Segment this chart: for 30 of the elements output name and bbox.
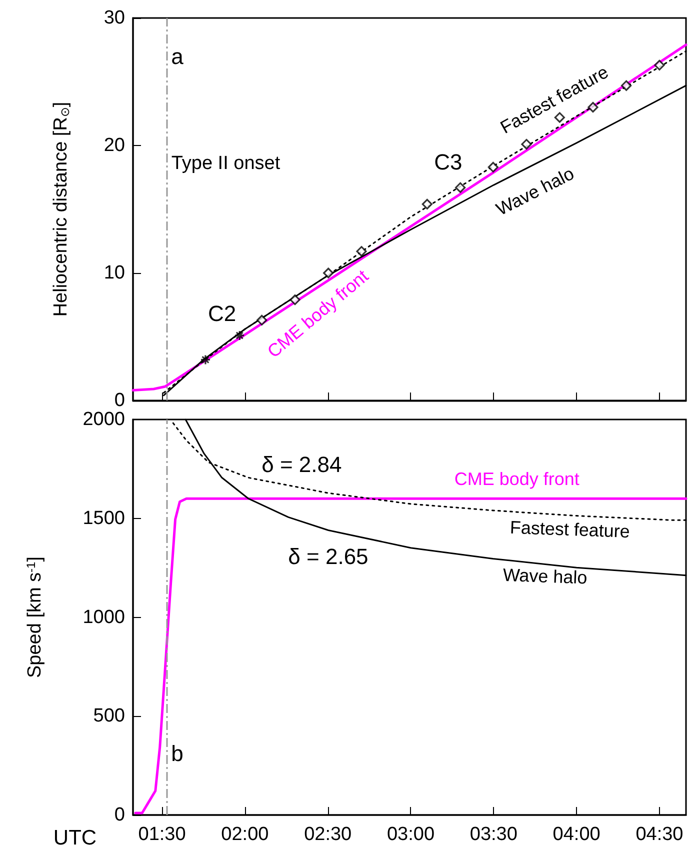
y-tick-label: 500 [93, 706, 125, 727]
x-tick-label: 02:30 [304, 824, 352, 845]
series-label: Wave halo [502, 564, 588, 588]
x-tick-label: 01:30 [138, 824, 186, 845]
text: Wave halo [493, 163, 578, 220]
series-label: Fastest feature [510, 517, 630, 542]
annotation: δ = 2.84 [262, 452, 342, 478]
y-tick-label: 20 [104, 135, 125, 156]
y-tick-label: 0 [114, 804, 125, 826]
annotation: C2 [208, 301, 236, 326]
y-tick-label: 1500 [82, 508, 125, 529]
y-tick-label: 0 [114, 390, 125, 411]
x-tick-label: 04:00 [552, 824, 600, 845]
y-axis-title: Heliocentric distance [R⊙] [50, 102, 72, 317]
x-tick-label: 03:30 [470, 824, 518, 845]
y-axis-title: Speed [km s-1] [24, 556, 46, 678]
annotation: a [171, 44, 184, 69]
x-tick-label: 03:00 [386, 824, 435, 845]
y-tick-label: 1000 [82, 606, 125, 628]
x-axis-title: UTC [53, 826, 97, 850]
annotation: C3 [434, 150, 462, 175]
x-tick-label: 04:30 [636, 824, 684, 845]
y-tick-label: 30 [104, 8, 125, 28]
y-tick-label: 2000 [82, 409, 125, 430]
x-tick-label: 02:00 [221, 824, 269, 845]
ref-line-label: Type II onset [171, 152, 281, 174]
annotation: b [171, 741, 184, 766]
y-tick-label: 10 [104, 262, 125, 284]
annotation: δ = 2.65 [288, 544, 368, 570]
series-label: CME body front [454, 469, 580, 490]
